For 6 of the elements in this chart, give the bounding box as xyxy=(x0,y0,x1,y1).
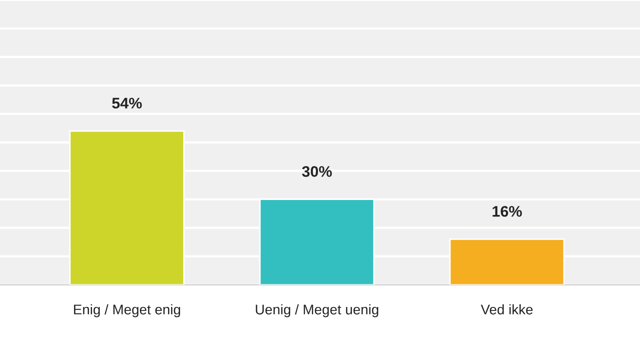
data-label: 54% xyxy=(112,98,142,109)
x-tick-label: Ved ikke xyxy=(480,304,533,314)
data-label: 16% xyxy=(492,206,522,217)
x-tick-label: Uenig / Meget uenig xyxy=(256,304,378,318)
x-tick-label: Enig / Meget enig xyxy=(74,304,180,318)
data-label: 30% xyxy=(302,166,332,177)
